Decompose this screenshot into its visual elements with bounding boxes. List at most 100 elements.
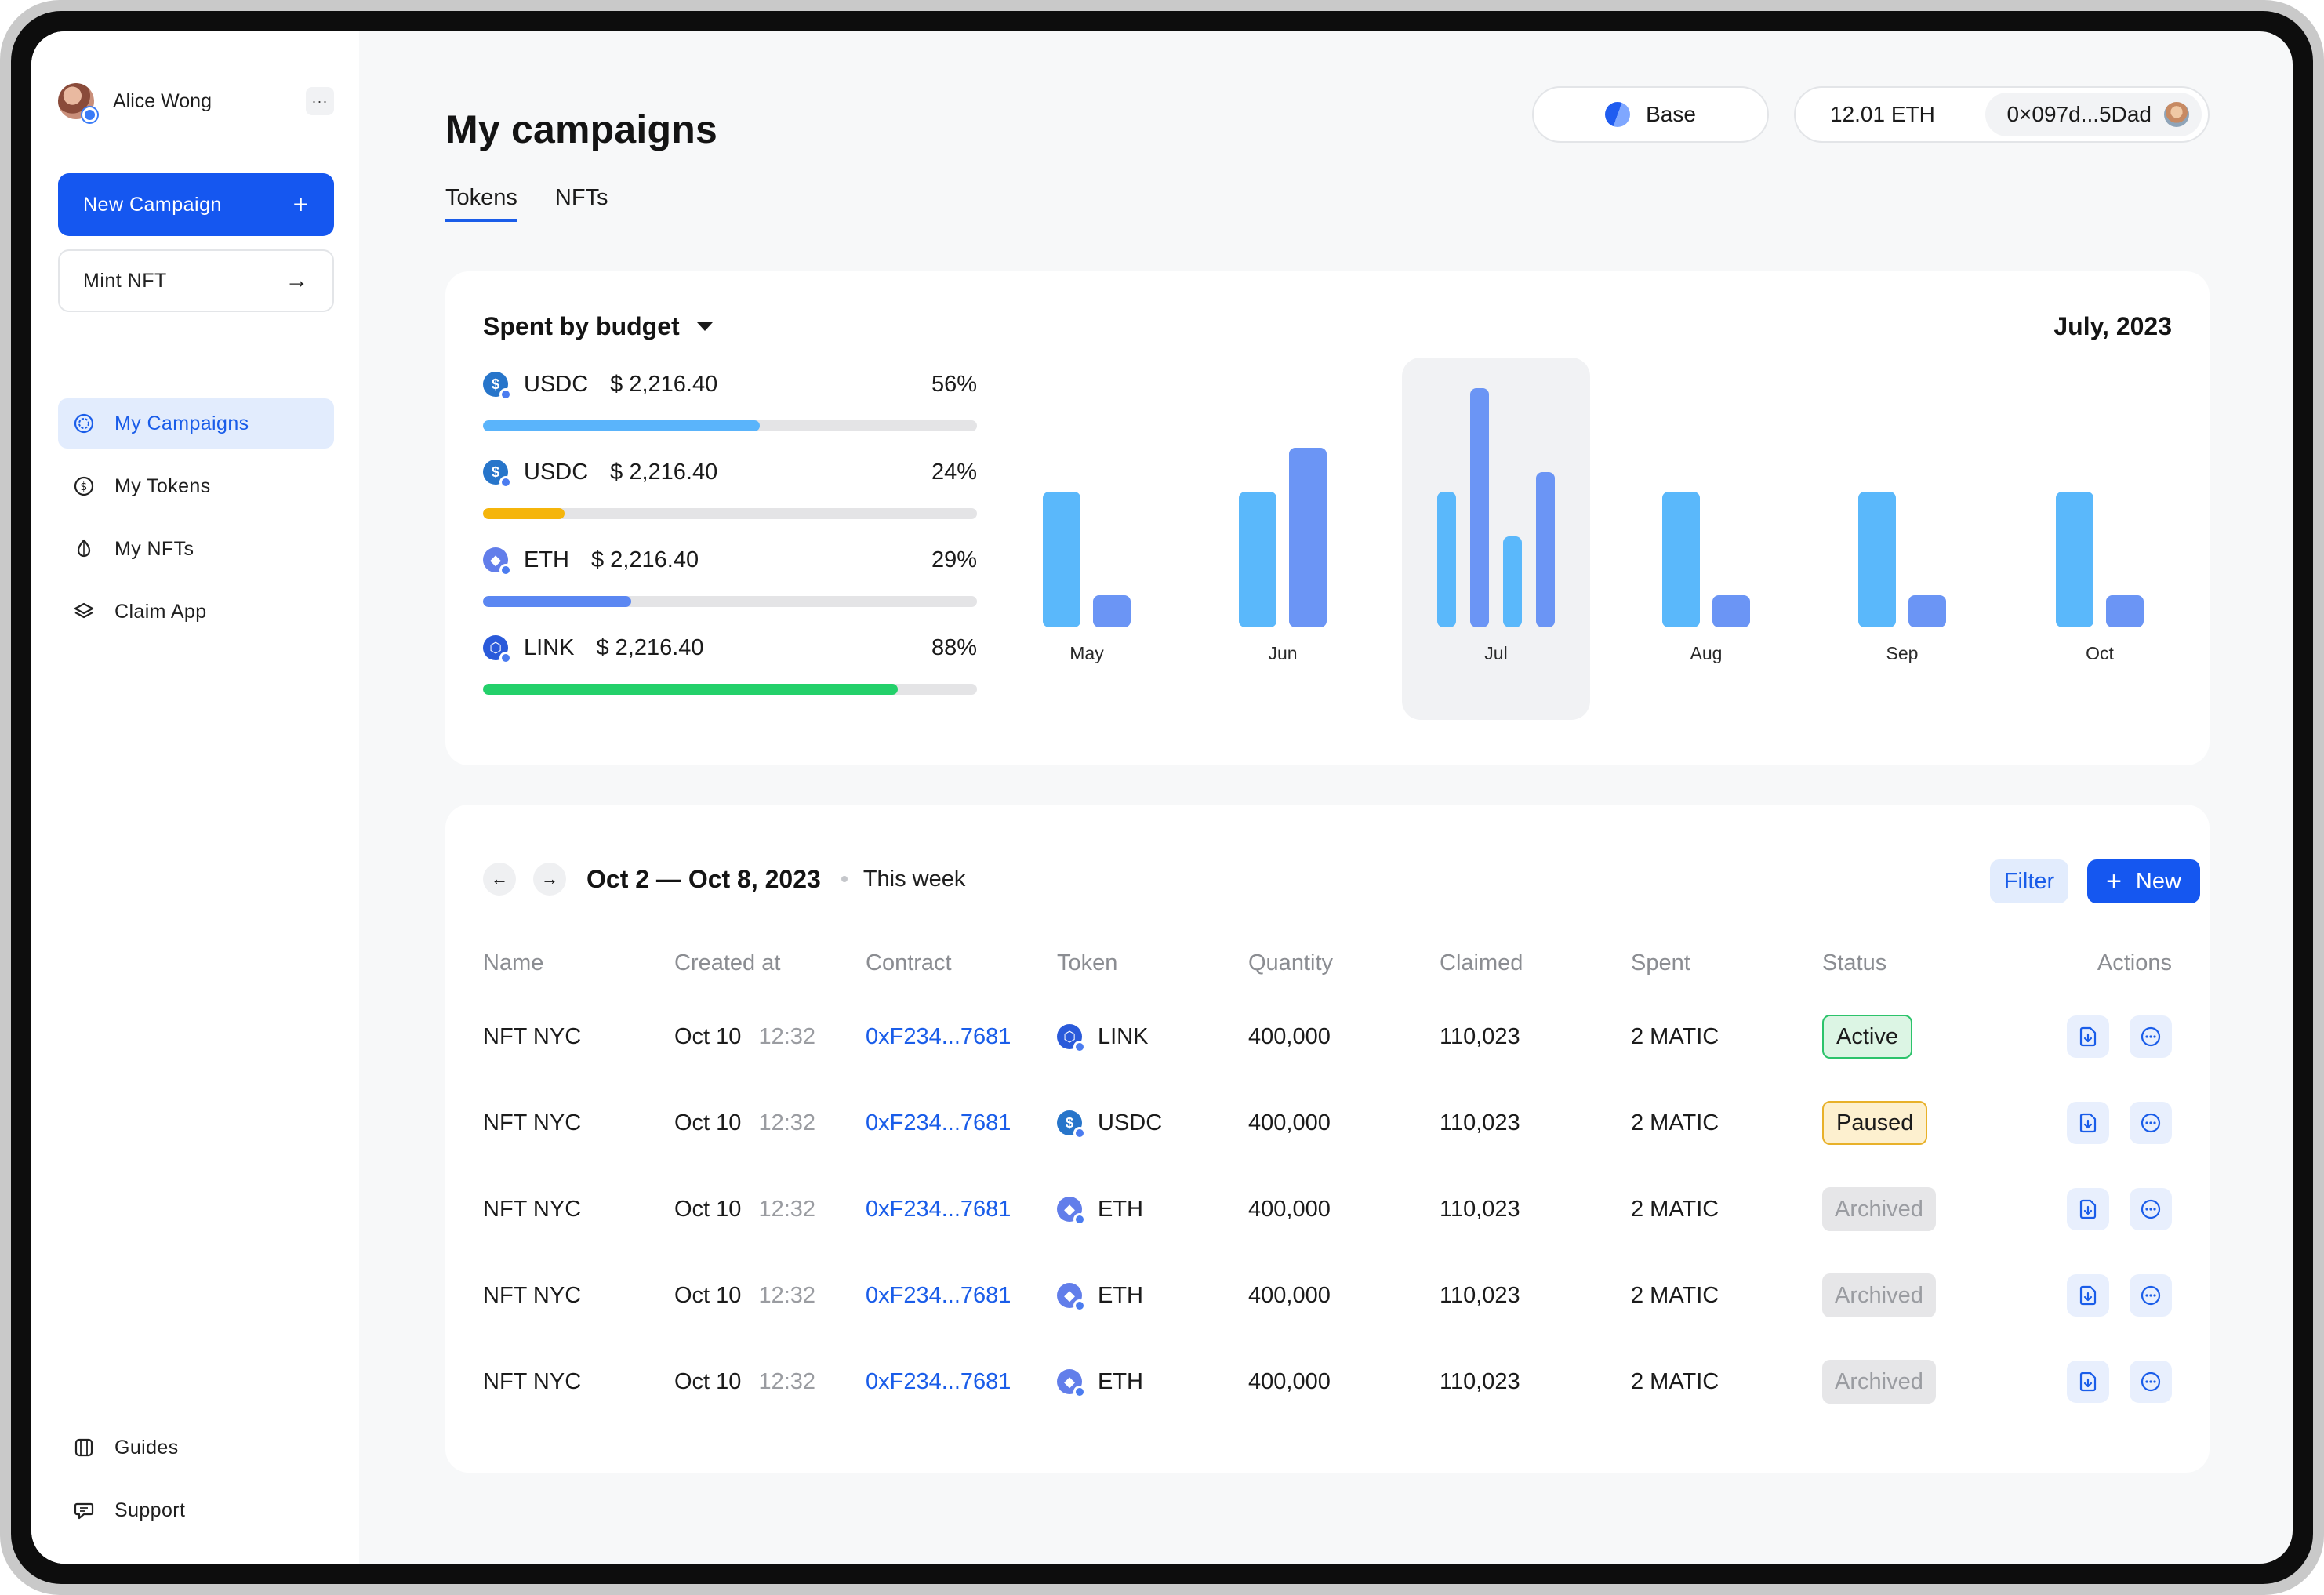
more-actions-button[interactable]	[2130, 1015, 2172, 1058]
chart-bar[interactable]	[1093, 595, 1131, 627]
sidebar-item-my-nfts[interactable]: My NFTs	[58, 524, 334, 574]
column-header: Actions	[2097, 950, 2172, 976]
more-actions-button[interactable]	[2130, 1361, 2172, 1403]
campaigns-table-card: ← → Oct 2 — Oct 8, 2023 This week Filter…	[445, 805, 2210, 1473]
plus-icon: +	[292, 190, 309, 220]
more-options-button[interactable]: ···	[306, 87, 334, 115]
chart-bar[interactable]	[1470, 388, 1489, 627]
download-file-button[interactable]	[2067, 1188, 2109, 1230]
new-campaign-button[interactable]: New Campaign +	[58, 173, 334, 236]
wallet-address-button[interactable]: 0×097d...5Dad	[1984, 93, 2202, 136]
user-profile[interactable]: Alice Wong ···	[58, 82, 334, 122]
book-icon	[72, 1436, 96, 1459]
cell-status: Paused	[1822, 1099, 1928, 1146]
plus-icon: +	[2106, 867, 2122, 896]
cell-quantity: 400,000	[1248, 1196, 1331, 1222]
mint-nft-button[interactable]: Mint NFT →	[58, 249, 334, 312]
cell-actions	[2046, 1358, 2172, 1405]
tab-nfts[interactable]: NFTs	[554, 185, 608, 210]
budget-title: Spent by budget	[483, 312, 680, 340]
download-file-button[interactable]	[2067, 1015, 2109, 1058]
table-row[interactable]: NFT NYC Oct 10 12:32 0xF234...7681 ◆ ETH 400,0…	[483, 1358, 2172, 1405]
cell-created: Oct 10 12:32	[674, 1186, 815, 1233]
chart-bar[interactable]	[1858, 492, 1896, 627]
cell-actions	[2046, 1099, 2172, 1146]
chart-bar[interactable]	[2056, 492, 2093, 627]
status-badge: Archived	[1822, 1187, 1936, 1231]
chart-x-tick-label: May	[1069, 643, 1104, 663]
budget-row-head: $ USDC $ 2,216.40 56%	[483, 369, 977, 401]
chart-bar[interactable]	[1536, 472, 1555, 627]
status-badge: Active	[1822, 1015, 1912, 1059]
sidebar-item-claim-app[interactable]: Claim App	[58, 587, 334, 637]
file-download-icon	[2079, 1199, 2097, 1219]
budget-percent: 24%	[931, 459, 977, 485]
contract-link[interactable]: 0xF234...7681	[866, 1282, 1011, 1308]
token-name: LINK	[1098, 1023, 1149, 1049]
sidebar-item-label: Guides	[114, 1436, 179, 1459]
sidebar-item-label: Support	[114, 1499, 186, 1521]
cell-token: ⬡ LINK	[1057, 1013, 1148, 1060]
cell-spent: 2 MATIC	[1631, 1282, 1719, 1308]
filter-button[interactable]: Filter	[1990, 859, 2068, 903]
chart-bar[interactable]	[1289, 448, 1327, 627]
verified-badge-icon	[82, 107, 97, 122]
chart-bar[interactable]	[1437, 492, 1456, 627]
table-header: Name Created at Contract Token Quantity …	[483, 939, 2172, 986]
chart-bar[interactable]	[1043, 492, 1080, 627]
status-badge: Paused	[1822, 1101, 1928, 1145]
cell-status: Archived	[1822, 1186, 1936, 1233]
chart-bar[interactable]	[1662, 492, 1700, 627]
chart-bar[interactable]	[1239, 492, 1276, 627]
eth-icon: ◆	[1057, 1369, 1086, 1398]
budget-dropdown[interactable]: Spent by budget	[483, 312, 713, 341]
new-button[interactable]: + New	[2087, 859, 2200, 903]
table-row[interactable]: NFT NYC Oct 10 12:32 0xF234...7681 ◆ ETH 400,0…	[483, 1272, 2172, 1319]
network-selector[interactable]: Base	[1532, 86, 1769, 143]
download-file-button[interactable]	[2067, 1361, 2109, 1403]
more-actions-button[interactable]	[2130, 1274, 2172, 1317]
column-header: Token	[1057, 950, 1118, 976]
budget-month: July, 2023	[2053, 312, 2172, 340]
file-download-icon	[2079, 1285, 2097, 1306]
more-actions-button[interactable]	[2130, 1102, 2172, 1144]
table-row[interactable]: NFT NYC Oct 10 12:32 0xF234...7681 ◆ ETH 400,0…	[483, 1186, 2172, 1233]
cell-name: NFT NYC	[483, 1282, 582, 1308]
budget-bar-chart: May Jun Jul Aug Sep Oct	[1016, 358, 2172, 726]
budget-progress-track	[483, 596, 977, 607]
tab-tokens[interactable]: Tokens	[445, 185, 517, 222]
wallet-address: 0×097d...5Dad	[2006, 102, 2152, 126]
contract-link[interactable]: 0xF234...7681	[866, 1023, 1011, 1049]
cell-name: NFT NYC	[483, 1196, 582, 1222]
file-download-icon	[2079, 1372, 2097, 1392]
chart-bar[interactable]	[2106, 595, 2144, 627]
budget-list: $ USDC $ 2,216.40 56% $ USDC $ 2,216.40 24% ◆ ETH…	[483, 369, 977, 720]
week-range: Oct 2 — Oct 8, 2023	[586, 864, 821, 893]
chart-x-tick-label: Oct	[2086, 643, 2114, 663]
usdc-icon: $	[1057, 1110, 1086, 1139]
more-actions-button[interactable]	[2130, 1188, 2172, 1230]
column-header: Status	[1822, 950, 1887, 976]
download-file-button[interactable]	[2067, 1102, 2109, 1144]
next-week-button[interactable]: →	[533, 863, 566, 896]
table-row[interactable]: NFT NYC Oct 10 12:32 0xF234...7681 $ USDC 400,…	[483, 1099, 2172, 1146]
sidebar-item-support[interactable]: Support	[58, 1485, 334, 1535]
sidebar-item-my-campaigns[interactable]: My Campaigns	[58, 398, 334, 449]
contract-link[interactable]: 0xF234...7681	[866, 1368, 1011, 1394]
download-file-button[interactable]	[2067, 1274, 2109, 1317]
chart-bar[interactable]	[1712, 595, 1750, 627]
cell-actions	[2046, 1272, 2172, 1319]
cell-date: Oct 10	[674, 1023, 742, 1049]
contract-link[interactable]: 0xF234...7681	[866, 1196, 1011, 1222]
chart-bar[interactable]	[1503, 536, 1522, 627]
sidebar-item-guides[interactable]: Guides	[58, 1422, 334, 1473]
usdc-icon: $	[483, 460, 512, 489]
chart-bar[interactable]	[1908, 595, 1946, 627]
table-row[interactable]: NFT NYC Oct 10 12:32 0xF234...7681 ⬡ LINK 400,…	[483, 1013, 2172, 1060]
contract-link[interactable]: 0xF234...7681	[866, 1110, 1011, 1135]
wallet-widget[interactable]: 12.01 ETH 0×097d...5Dad	[1794, 86, 2210, 143]
sidebar-item-label: My NFTs	[114, 537, 194, 560]
sidebar-item-my-tokens[interactable]: $ My Tokens	[58, 461, 334, 511]
prev-week-button[interactable]: ←	[483, 863, 516, 896]
budget-amount: $ 2,216.40	[596, 634, 704, 660]
